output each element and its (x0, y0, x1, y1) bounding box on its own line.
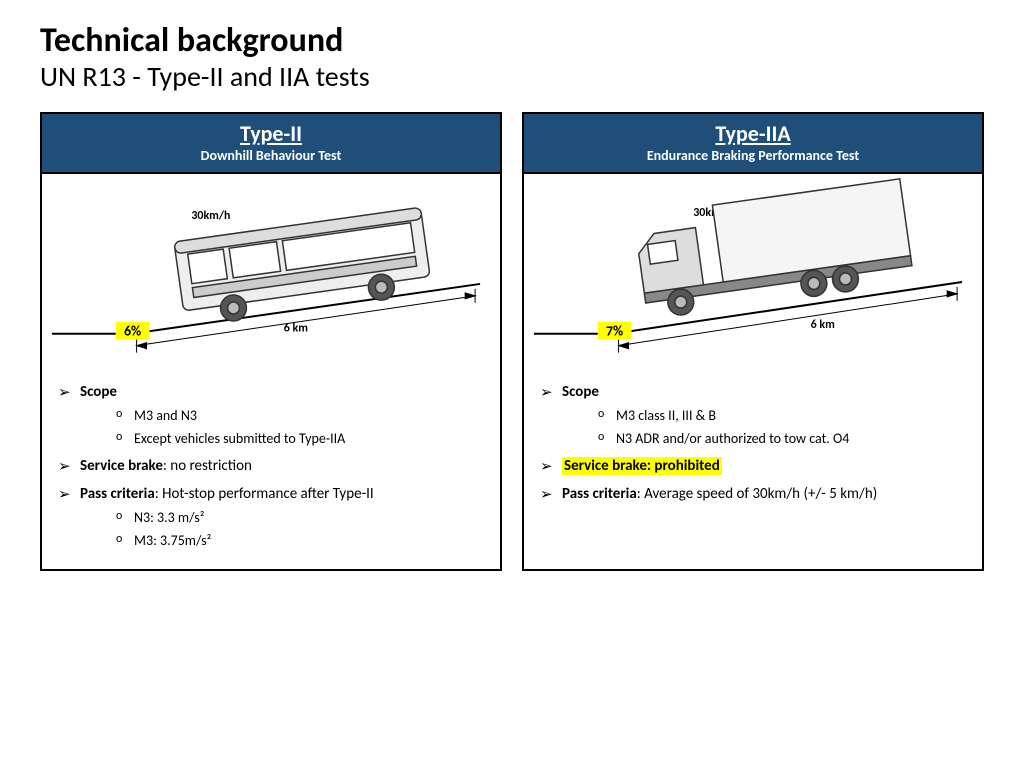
header-title: Type-IIA (528, 120, 978, 147)
scope-item: Scope M3 class II, III & B N3 ADR and/or… (540, 383, 966, 447)
diagram-left: 6 km 6% 30km/h (42, 174, 500, 369)
scope-sub: N3 ADR and/or authorized to tow cat. O4 (598, 430, 966, 447)
title-sub: UN R13 - Type-II and IIA tests (40, 59, 984, 94)
pass-criteria-item: Pass criteria: Average speed of 30km/h (… (540, 485, 966, 503)
pass-criteria-item: Pass criteria: Hot-stop performance afte… (58, 485, 484, 549)
header-subtitle: Downhill Behaviour Test (46, 147, 496, 164)
distance-label: 6 km (811, 318, 835, 332)
scope-item: Scope M3 and N3 Except vehicles submitte… (58, 383, 484, 447)
distance-label: 6 km (284, 322, 308, 336)
panel-type-iia: Type-IIA Endurance Braking Performance T… (522, 112, 984, 571)
diagram-right: 6 km 7% 30km/h (524, 174, 982, 369)
pass-sub: M3: 3.75m/s² (116, 532, 484, 549)
content-left: Scope M3 and N3 Except vehicles submitte… (42, 369, 500, 569)
scope-sub: Except vehicles submitted to Type-IIA (116, 430, 484, 447)
truck-icon (634, 179, 915, 320)
pass-sub: N3: 3.3 m/s² (116, 509, 484, 526)
grade-label: 6% (124, 323, 141, 340)
service-brake-item: Service brake: no restriction (58, 457, 484, 475)
scope-sub: M3 and N3 (116, 407, 484, 424)
scope-sub: M3 class II, III & B (598, 407, 966, 424)
header-title: Type-II (46, 120, 496, 147)
title-block: Technical background UN R13 - Type-II an… (40, 20, 984, 94)
title-main: Technical background (40, 20, 984, 61)
panels: Type-II Downhill Behaviour Test 6 km (40, 112, 984, 571)
speed-label: 30km/h (191, 209, 230, 223)
panel-header-left: Type-II Downhill Behaviour Test (42, 114, 500, 174)
panel-header-right: Type-IIA Endurance Braking Performance T… (524, 114, 982, 174)
service-brake-item: Service brake: prohibited (540, 457, 966, 475)
panel-type-ii: Type-II Downhill Behaviour Test 6 km (40, 112, 502, 571)
content-right: Scope M3 class II, III & B N3 ADR and/or… (524, 369, 982, 521)
grade-label: 7% (606, 323, 623, 340)
header-subtitle: Endurance Braking Performance Test (528, 147, 978, 164)
